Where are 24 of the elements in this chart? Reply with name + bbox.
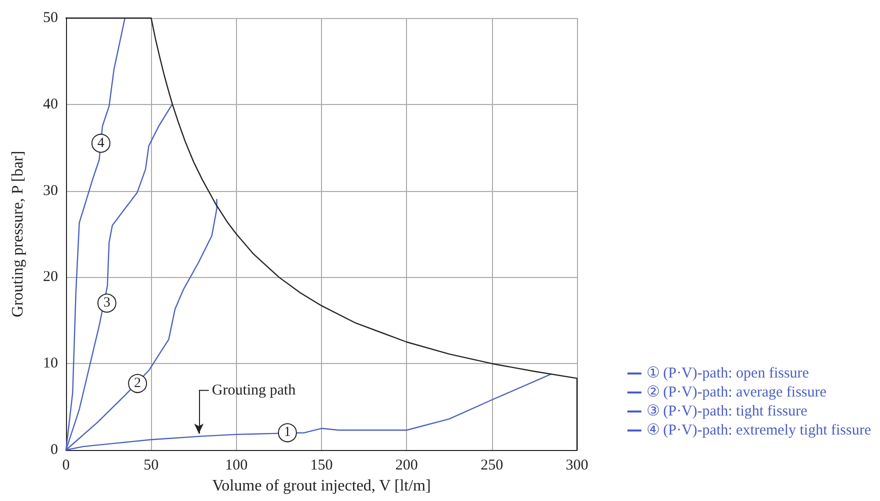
x-tick-label: 0 — [62, 458, 70, 474]
y-axis-title: Grouting pressure, P [bar] — [10, 150, 26, 318]
y-tick-label: 50 — [43, 10, 58, 26]
y-tick-label: 40 — [43, 96, 58, 112]
x-tick-label: 150 — [310, 458, 333, 474]
annotation: 1 — [284, 425, 291, 440]
x-tick-label: 250 — [480, 458, 504, 474]
annotation: Grouting path — [212, 382, 296, 398]
y-tick-label: 10 — [43, 356, 58, 372]
x-tick-label: 300 — [566, 458, 588, 474]
annotation: 4 — [97, 136, 104, 151]
annotation: 3 — [103, 296, 110, 311]
x-axis-title: Volume of grout injected, V [lt/m] — [212, 478, 431, 494]
x-tick-label: 100 — [225, 458, 248, 474]
y-tick-label: 30 — [43, 182, 58, 199]
x-tick-label: 50 — [144, 458, 159, 474]
annotation: 2 — [134, 376, 142, 391]
legend-label: ④ (P·V)-path: extremely tight fissure — [646, 422, 872, 438]
legend-label: ② (P·V)-path: average fissure — [646, 384, 827, 400]
y-tick-label: 0 — [50, 442, 58, 458]
x-tick-label: 200 — [395, 458, 418, 474]
y-tick-label: 20 — [43, 269, 58, 286]
legend-label: ① (P·V)-path: open fissure — [646, 366, 810, 382]
legend-label: ③ (P·V)-path: tight fissure — [646, 404, 808, 420]
